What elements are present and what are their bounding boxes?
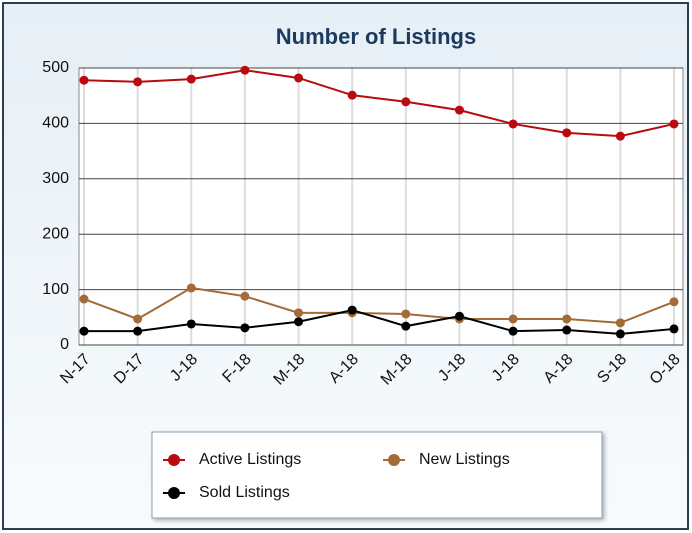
point [294,317,304,327]
point [347,90,357,100]
point [401,309,411,319]
series-line [83,286,675,324]
y-tick-label: 100 [42,281,69,298]
point [508,314,518,324]
point [347,305,357,315]
point [454,311,464,321]
point [240,323,250,333]
legend-box [151,431,603,519]
point [186,283,196,293]
legend-label: New Listings [419,451,510,468]
point [615,318,625,328]
point [79,294,89,304]
legend-marker [168,454,180,466]
legend-marker [388,454,400,466]
point [79,326,89,336]
y-tick-label: 400 [42,115,69,132]
y-tick-label: 0 [60,336,69,353]
point [508,119,518,129]
chart-title: Number of Listings [276,24,476,49]
point [294,308,304,318]
point [294,73,304,83]
y-tick-label: 200 [42,225,69,242]
legend-label: Sold Listings [199,484,290,501]
point [508,326,518,336]
series-line [83,69,675,138]
point [562,128,572,138]
y-tick-label: 500 [42,59,69,76]
y-tick-label: 300 [42,170,69,187]
point [186,74,196,84]
point [615,131,625,141]
point [615,329,625,339]
point [133,326,143,336]
series-line [84,309,675,335]
point [79,75,89,85]
point [240,291,250,301]
point [240,65,250,75]
legend-marker [168,487,180,499]
point [401,97,411,107]
point [401,321,411,331]
point [669,119,679,129]
point [133,77,143,87]
point [562,325,572,335]
point [562,314,572,324]
point [669,297,679,307]
point [454,105,464,115]
point [669,324,679,334]
point [133,314,143,324]
legend-label: Active Listings [199,451,301,468]
plot-area [78,67,684,346]
point [186,319,196,329]
